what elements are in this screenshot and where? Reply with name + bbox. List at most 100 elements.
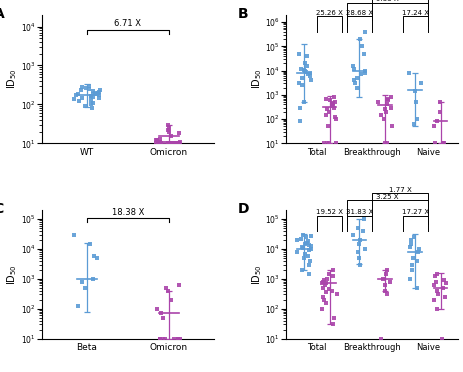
Point [87, 93, 94, 99]
Point [90, 88, 97, 94]
Text: 18.38 X: 18.38 X [112, 208, 144, 218]
Point [304, 240, 311, 246]
Point [388, 94, 395, 100]
Point [89, 100, 96, 106]
Point [299, 245, 306, 251]
Point [164, 288, 171, 294]
Point [160, 315, 167, 321]
Point [175, 140, 183, 146]
Point [387, 105, 394, 110]
Text: 17.24 X: 17.24 X [402, 10, 429, 16]
Point [81, 103, 89, 109]
Point [330, 315, 338, 321]
Point [300, 67, 307, 73]
Point [431, 140, 438, 146]
Point [306, 258, 313, 264]
Point [175, 336, 182, 341]
Point [165, 125, 173, 131]
Point [306, 73, 313, 79]
Point [95, 95, 103, 101]
Point [306, 70, 313, 76]
Point [96, 87, 103, 93]
Point [176, 336, 184, 341]
Point [388, 124, 395, 129]
Point [329, 102, 337, 108]
Point [82, 85, 90, 91]
Point [95, 93, 103, 99]
Y-axis label: ID$_{50}$: ID$_{50}$ [250, 69, 263, 89]
Point [176, 139, 184, 145]
Point [325, 286, 332, 292]
Point [75, 98, 83, 104]
Point [307, 77, 314, 83]
Point [432, 279, 440, 285]
Point [319, 294, 326, 300]
Point [297, 105, 304, 110]
Point [322, 96, 329, 102]
Y-axis label: ID$_{50}$: ID$_{50}$ [6, 69, 19, 89]
Point [413, 99, 420, 105]
Text: A: A [0, 7, 4, 21]
Point [330, 273, 337, 279]
Point [86, 86, 93, 92]
Point [81, 285, 88, 291]
Point [414, 258, 421, 264]
Point [381, 288, 388, 294]
Point [294, 237, 301, 243]
Point [89, 94, 96, 100]
Point [86, 241, 94, 247]
Point [330, 267, 337, 273]
Point [303, 53, 311, 59]
Point [296, 118, 304, 124]
Point [326, 97, 334, 103]
Point [437, 99, 444, 105]
Point [358, 44, 366, 49]
Point [165, 127, 172, 133]
Point [322, 289, 329, 295]
Point [173, 140, 181, 146]
Point [298, 66, 305, 72]
Point [305, 238, 312, 244]
Point [89, 90, 97, 96]
Point [300, 255, 307, 261]
Point [430, 297, 438, 303]
Point [437, 109, 444, 115]
Point [351, 80, 359, 86]
Point [407, 276, 414, 282]
Point [321, 297, 328, 303]
Point [305, 247, 313, 253]
Point [157, 310, 164, 316]
Point [172, 140, 180, 146]
Point [439, 336, 446, 341]
Point [354, 249, 361, 255]
Point [155, 140, 162, 146]
Point [295, 80, 302, 86]
Point [302, 251, 309, 257]
Point [375, 99, 382, 105]
Point [383, 291, 390, 297]
Point [299, 75, 306, 81]
Point [70, 232, 78, 238]
Point [319, 285, 326, 291]
Point [168, 140, 175, 146]
Point [173, 140, 180, 146]
Point [89, 276, 96, 282]
Point [408, 237, 415, 243]
Point [433, 118, 441, 124]
Point [305, 71, 312, 77]
Point [407, 241, 414, 247]
Point [333, 291, 340, 297]
Point [95, 89, 103, 95]
Point [299, 232, 307, 238]
Point [306, 262, 313, 267]
Point [302, 69, 310, 75]
Point [153, 137, 161, 143]
Point [410, 255, 417, 261]
Point [440, 140, 447, 146]
Text: 1.77 X: 1.77 X [388, 187, 412, 193]
Point [162, 140, 169, 146]
Point [171, 140, 178, 146]
Point [296, 51, 303, 57]
Point [361, 51, 368, 57]
Point [304, 253, 312, 259]
